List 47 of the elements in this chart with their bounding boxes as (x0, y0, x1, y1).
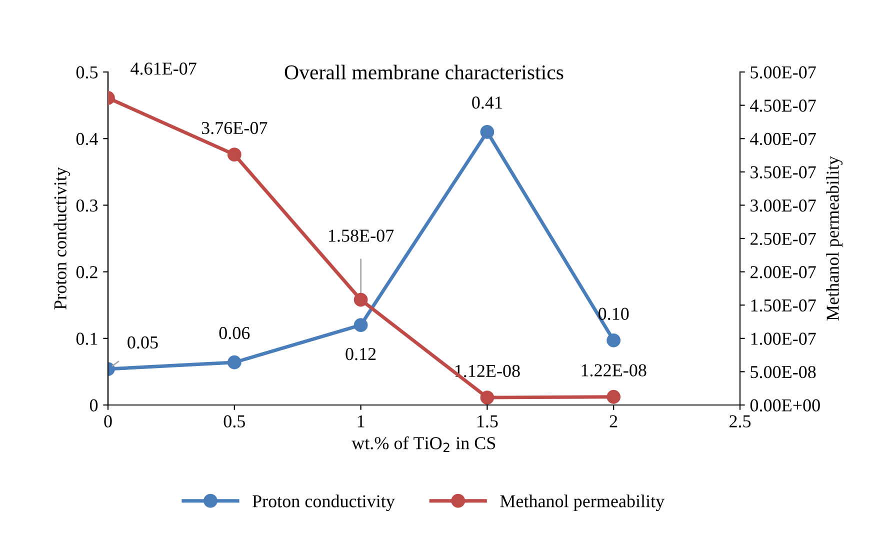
y2-tick-label: 3.00E-07 (750, 199, 816, 212)
data-label: 0.41 (472, 96, 502, 109)
data-label: 3.76E-07 (202, 122, 268, 134)
y-tick-label: 0.2 (76, 266, 98, 278)
y-tick-label: 0.1 (76, 332, 98, 345)
x-tick-label: 0 (104, 415, 112, 428)
y2-tick-label: 3.50E-07 (750, 166, 816, 178)
y2-tick-label: 4.50E-07 (750, 100, 816, 112)
point (480, 124, 494, 139)
x-tick-label: 2.5 (730, 415, 751, 428)
data-label: 0.06 (219, 326, 250, 340)
point (354, 292, 368, 307)
y2-tick-label: 4.00E-07 (750, 132, 816, 146)
x-tick-label: 1.5 (478, 415, 498, 428)
y-tick-label: 0 (90, 399, 98, 412)
data-label: 0.05 (128, 336, 158, 349)
point (606, 390, 621, 404)
data-label: 0.12 (346, 348, 376, 360)
x-tick-label: 1 (358, 415, 364, 428)
y2-tick-label: 1.00E-07 (751, 332, 816, 345)
y2-tick-label: 1.50E-07 (751, 299, 816, 312)
y2-axis-title: Methanol permeability (826, 156, 843, 320)
x-tick-label: 0.5 (224, 415, 245, 428)
point (227, 148, 242, 162)
data-label: 1.22E-08 (582, 364, 646, 376)
point (354, 318, 368, 332)
y-tick-label: 0.3 (76, 199, 98, 212)
point (227, 355, 242, 370)
legend-label: Proton conductivity (252, 494, 395, 512)
y2-tick-label: 5.00E-07 (750, 66, 816, 79)
point (480, 390, 494, 404)
y2-tick-label: 0.00E+00 (750, 399, 820, 412)
y-tick-label: 0.5 (76, 66, 98, 79)
data-label: 1.58E-07 (329, 230, 394, 242)
x-tick-label: 2 (610, 415, 618, 428)
y-axis-title: Proton conductivity (54, 167, 70, 310)
data-label: 1.12E-08 (455, 364, 520, 378)
y2-tick-label: 5.00E-08 (750, 366, 816, 378)
x-axis-title: wt.% of TiO$_{2}$ in CS (352, 436, 496, 452)
y2-tick-label: 2.50E-07 (750, 232, 816, 246)
y2-tick-label: 2.00E-07 (750, 266, 816, 278)
legend-label: Methanol permeability (500, 494, 665, 512)
data-label: 0.10 (598, 308, 629, 320)
y-tick-label: 0.4 (76, 132, 98, 146)
data-label: 4.61E-07 (130, 62, 196, 75)
point (606, 333, 621, 348)
chart-title: Overall membrane characteristics (284, 64, 564, 80)
